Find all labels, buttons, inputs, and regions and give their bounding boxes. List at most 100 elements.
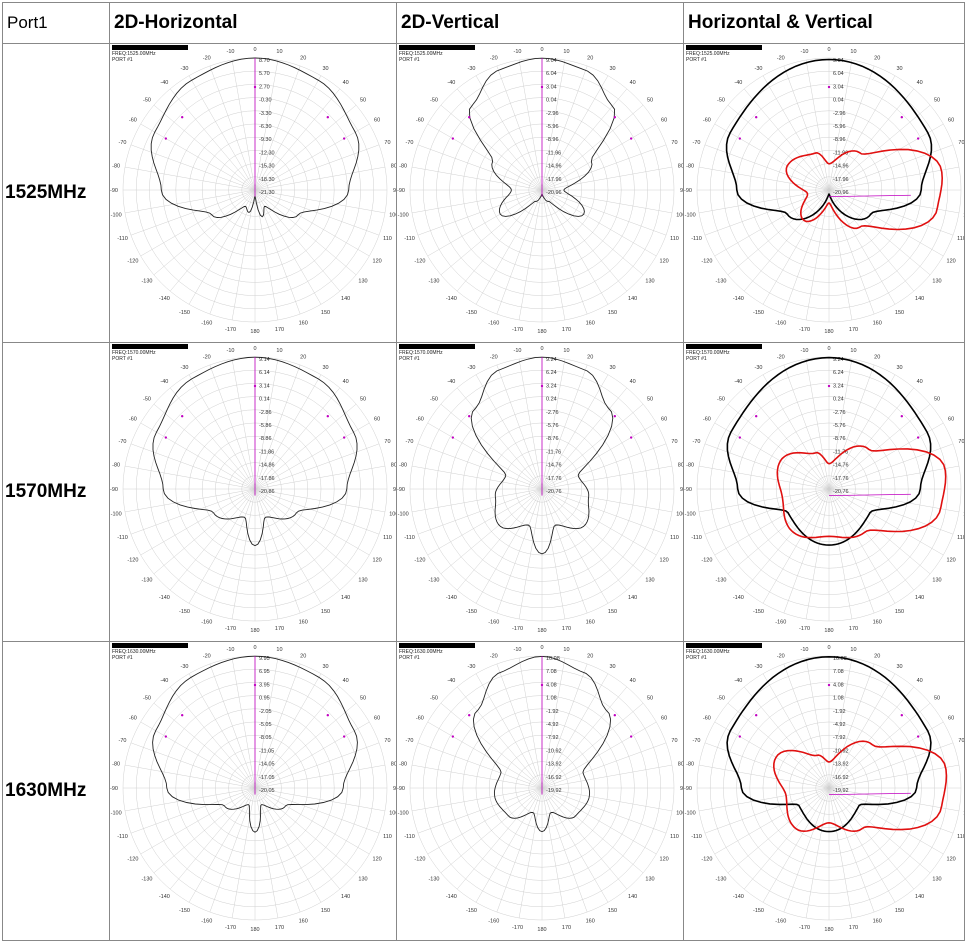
grid-spoke [727,189,830,276]
angle-tick-label: 0 [540,346,543,352]
radial-tick-label: -3.30 [259,111,272,117]
grid-spoke [541,403,644,490]
radial-tick-label: -4.92 [546,722,559,728]
angle-tick-label: -140 [159,894,170,900]
angle-tick-label: 60 [661,118,667,124]
radial-tick-label: -20.05 [259,788,275,794]
angle-tick-label: -90 [684,487,692,493]
radial-tick-label: 9.24 [833,357,844,363]
peak-marker-dot [540,85,544,89]
angle-tick-label: 170 [275,327,284,333]
angle-tick-label: 40 [917,678,923,684]
grid-spoke [541,764,673,789]
peak-marker-dot [613,414,617,418]
plot-title-bar [112,643,188,648]
angle-tick-label: -50 [143,695,151,701]
radial-tick-label: -17.76 [546,476,562,482]
angle-tick-label: 140 [628,894,637,900]
grid-spoke [714,721,830,789]
grid-spoke [828,144,954,191]
grid-spoke [541,488,588,614]
angle-tick-label: 150 [895,609,904,615]
grid-spoke [140,721,256,789]
angle-tick-label: 10 [850,647,856,653]
grid-spoke [254,702,357,789]
series-vertical-line [472,655,612,833]
angle-tick-label: 90 [393,188,396,194]
angle-tick-label: 70 [671,439,677,445]
peak-marker-dot [180,115,184,119]
grid-spoke [828,673,896,789]
angle-tick-label: 90 [393,786,396,792]
radial-tick-label: -2.76 [546,410,559,416]
angle-tick-label: 20 [874,654,880,660]
grid-spoke [828,443,954,490]
grid-spoke [518,657,543,789]
angle-tick-label: 110 [957,236,964,242]
grid-spoke [541,686,628,789]
angle-tick-label: -100 [685,511,696,517]
grid-spoke [541,488,644,575]
grid-spoke [254,787,279,919]
grid-spoke [254,787,380,834]
angle-tick-label: -160 [201,918,212,924]
angle-tick-label: -70 [693,738,701,744]
grid-spoke [541,75,609,191]
angle-tick-label: 170 [275,925,284,931]
freq-label: FREQ:1570.00MHz [686,350,730,356]
angle-tick-label: 120 [947,558,956,564]
angle-tick-label: -140 [159,296,170,302]
angle-tick-label: -110 [117,834,128,840]
grid-spoke [254,422,370,490]
grid-spoke [828,189,896,305]
peak-marker-dot [451,436,455,439]
grid-spoke [828,488,944,556]
angle-tick-label: -30 [468,365,476,371]
grid-spoke [698,488,830,513]
radial-tick-label: -15.30 [259,164,275,170]
angle-tick-label: 90 [393,487,396,493]
grid-spoke [254,104,357,191]
max-marker-line [828,493,911,496]
angle-tick-label: 180 [250,329,259,335]
grid-spoke [828,189,853,321]
series-horizontal-line [726,655,932,833]
grid-spoke [440,787,543,874]
grid-spoke [762,189,830,305]
peak-marker-dot [326,713,330,717]
angle-tick-label: -30 [181,66,189,72]
radial-tick-label: 3.04 [546,84,557,90]
angle-tick-label: 140 [341,296,350,302]
angle-tick-label: 150 [895,310,904,316]
grid-spoke [828,387,915,490]
grid-spoke [541,189,644,276]
grid-spoke [805,59,830,191]
angle-tick-label: -100 [111,810,122,816]
angle-tick-label: -130 [715,279,726,285]
grid-spoke [541,166,673,191]
peak-marker-dot [164,137,168,140]
radial-tick-label: -2.86 [259,410,272,416]
peak-marker-dot [754,115,758,119]
angle-tick-label: -70 [406,738,414,744]
angle-tick-label: 110 [383,535,392,541]
grid-spoke [828,104,931,191]
radial-tick-label: -20.96 [546,190,562,196]
angle-tick-label: -60 [416,118,424,124]
grid-spoke [541,443,667,490]
angle-tick-label: -150 [753,310,764,316]
radial-tick-label: -17.05 [259,775,275,781]
angle-tick-label: 140 [628,595,637,601]
grid-spoke [541,59,566,191]
grid-spoke [124,764,256,789]
freq-label: FREQ:1630.00MHz [399,649,443,655]
grid-spoke [254,358,279,490]
angle-tick-label: -20 [777,654,785,660]
angle-tick-label: -90 [397,188,405,194]
grid-spoke [541,189,588,315]
grid-spoke [805,488,830,620]
grid-spoke [254,123,370,191]
